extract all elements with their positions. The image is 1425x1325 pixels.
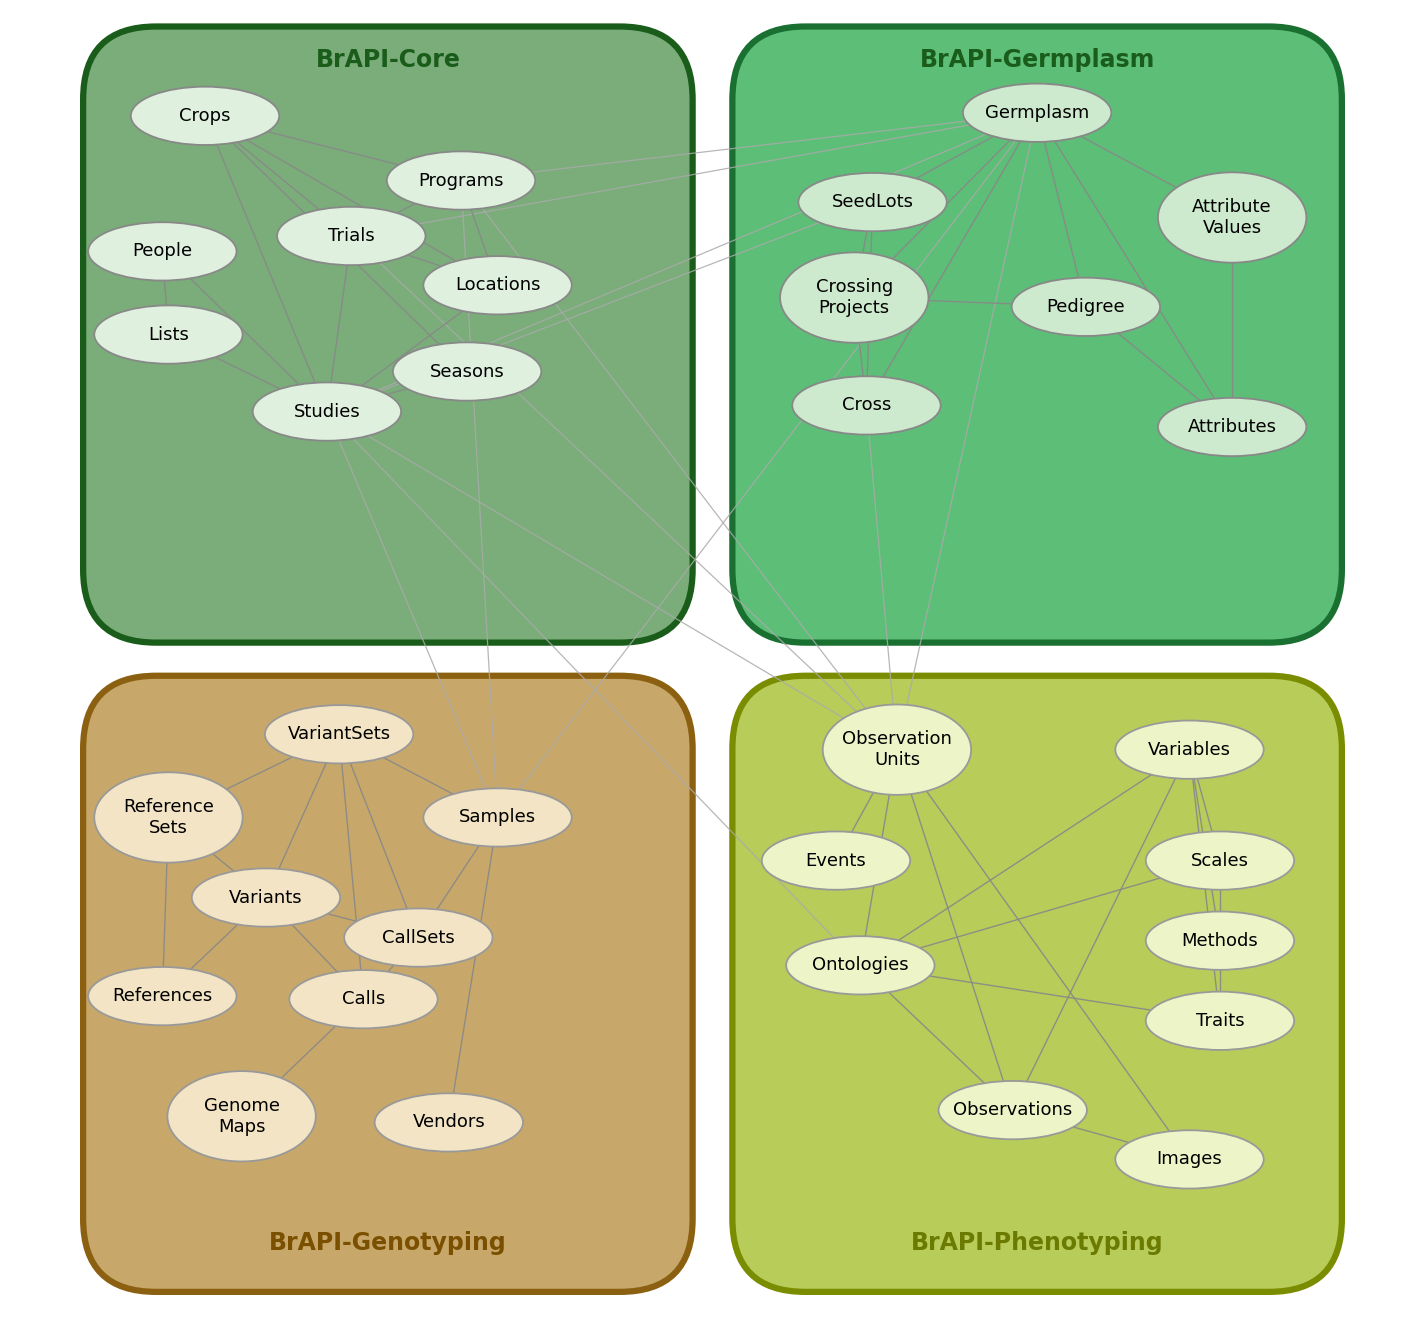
FancyBboxPatch shape <box>83 26 693 643</box>
Text: Images: Images <box>1157 1150 1223 1169</box>
Text: Germplasm: Germplasm <box>985 103 1089 122</box>
Text: Variables: Variables <box>1149 741 1231 759</box>
Ellipse shape <box>393 342 542 400</box>
Ellipse shape <box>779 252 929 343</box>
Ellipse shape <box>88 967 237 1026</box>
Ellipse shape <box>289 970 437 1028</box>
Text: Events: Events <box>805 852 866 869</box>
Ellipse shape <box>131 86 279 144</box>
FancyBboxPatch shape <box>732 676 1342 1292</box>
Ellipse shape <box>1159 398 1307 456</box>
Ellipse shape <box>1116 1130 1264 1189</box>
Text: Seasons: Seasons <box>430 363 504 380</box>
Text: Traits: Traits <box>1196 1012 1244 1030</box>
Text: Programs: Programs <box>419 171 504 189</box>
Ellipse shape <box>1146 991 1294 1049</box>
Text: Pedigree: Pedigree <box>1046 298 1126 315</box>
Text: Trials: Trials <box>328 227 375 245</box>
Text: Locations: Locations <box>455 277 540 294</box>
Ellipse shape <box>276 207 426 265</box>
Text: VariantSets: VariantSets <box>288 725 390 743</box>
Ellipse shape <box>386 151 536 209</box>
Ellipse shape <box>375 1093 523 1151</box>
Text: References: References <box>113 987 212 1006</box>
Ellipse shape <box>787 937 935 995</box>
Text: Cross: Cross <box>842 396 891 415</box>
Ellipse shape <box>88 223 237 281</box>
Text: Vendors: Vendors <box>412 1113 485 1132</box>
FancyBboxPatch shape <box>83 676 693 1292</box>
Ellipse shape <box>423 256 571 314</box>
Ellipse shape <box>345 909 493 967</box>
Ellipse shape <box>1159 172 1307 262</box>
Ellipse shape <box>798 174 946 232</box>
Text: Scales: Scales <box>1191 852 1248 869</box>
Ellipse shape <box>1146 912 1294 970</box>
Text: BrAPI-Germplasm: BrAPI-Germplasm <box>919 48 1154 72</box>
Text: Ontologies: Ontologies <box>812 957 909 974</box>
Text: Methods: Methods <box>1181 931 1258 950</box>
Text: BrAPI-Core: BrAPI-Core <box>315 48 460 72</box>
Ellipse shape <box>762 832 911 890</box>
Ellipse shape <box>192 868 341 926</box>
Text: Reference
Sets: Reference Sets <box>123 798 214 837</box>
Text: Attribute
Values: Attribute Values <box>1193 199 1273 237</box>
Text: People: People <box>133 242 192 261</box>
Ellipse shape <box>94 772 242 863</box>
Text: Studies: Studies <box>294 403 361 420</box>
FancyBboxPatch shape <box>732 26 1342 643</box>
Ellipse shape <box>94 305 242 363</box>
Ellipse shape <box>822 705 972 795</box>
Ellipse shape <box>423 788 571 847</box>
Ellipse shape <box>1146 832 1294 890</box>
Text: BrAPI-Phenotyping: BrAPI-Phenotyping <box>911 1231 1163 1255</box>
Text: BrAPI-Genotyping: BrAPI-Genotyping <box>269 1231 507 1255</box>
Text: Lists: Lists <box>148 326 190 343</box>
Text: Genome
Maps: Genome Maps <box>204 1097 279 1136</box>
Text: CallSets: CallSets <box>382 929 455 946</box>
Ellipse shape <box>1116 721 1264 779</box>
Text: Observation
Units: Observation Units <box>842 730 952 768</box>
Ellipse shape <box>252 383 400 441</box>
Text: Crops: Crops <box>180 107 231 125</box>
Text: Samples: Samples <box>459 808 536 827</box>
Text: Crossing
Projects: Crossing Projects <box>815 278 893 317</box>
Text: Variants: Variants <box>229 889 302 906</box>
Ellipse shape <box>1012 278 1160 337</box>
Text: Attributes: Attributes <box>1187 417 1277 436</box>
Ellipse shape <box>939 1081 1087 1139</box>
Ellipse shape <box>167 1071 316 1162</box>
Ellipse shape <box>265 705 413 763</box>
Ellipse shape <box>963 83 1112 142</box>
Ellipse shape <box>792 376 940 435</box>
Text: SeedLots: SeedLots <box>832 193 913 211</box>
Text: Calls: Calls <box>342 990 385 1008</box>
Text: Observations: Observations <box>953 1101 1073 1120</box>
